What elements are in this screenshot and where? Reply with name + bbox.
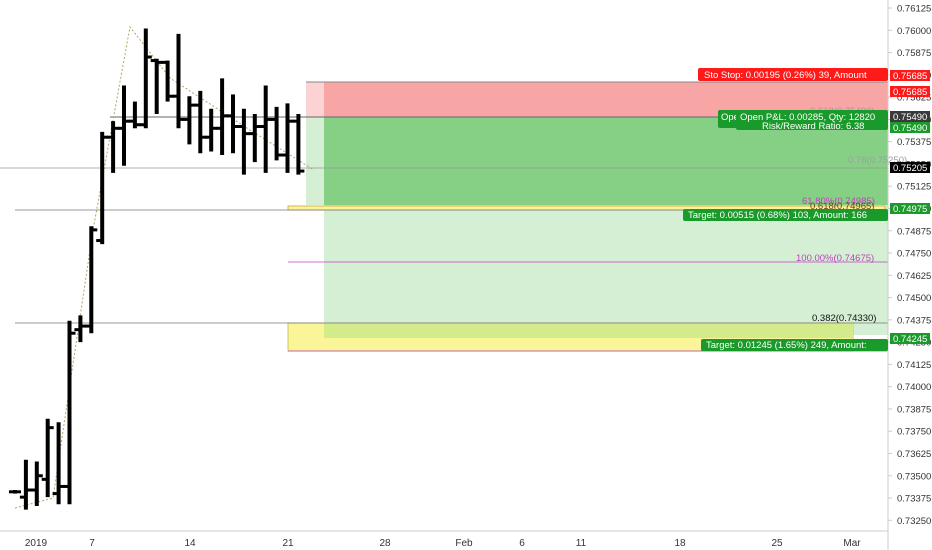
y-tick-label: 0.73750 xyxy=(897,427,931,438)
x-tick-6: 6 xyxy=(519,538,525,549)
x-tick-mar: Mar xyxy=(843,538,861,549)
y-tick-label: 0.74000 xyxy=(897,382,931,393)
y-tick-label: 0.76125 xyxy=(897,4,931,15)
open-pnl-label[interactable]: Ope Open P&L: 0.00285, Qty: 12820 Risk/R… xyxy=(718,110,888,132)
profit-zone-target xyxy=(324,205,888,335)
stop-price-tag-2: 0.75685 xyxy=(890,86,930,98)
y-tick-label: 0.75625 xyxy=(897,93,931,104)
target2-price-tag: 0.74245 xyxy=(890,333,930,345)
y-tick-label: 0.74875 xyxy=(897,226,931,237)
stop-zone-pale xyxy=(306,82,324,117)
y-tick-label: 0.75375 xyxy=(897,137,931,148)
y-tick-label: 0.74625 xyxy=(897,271,931,282)
stop-label-text: Sto Stop: 0.00195 (0.26%) 39, Amount xyxy=(704,70,867,81)
x-tick-14: 14 xyxy=(184,538,196,549)
ohlc-bar xyxy=(85,226,98,334)
svg-text:0.74245: 0.74245 xyxy=(893,334,927,345)
fib-618-label: 61.80%(0.74985) xyxy=(802,196,875,207)
open-pnl-line1: Open P&L: 0.00285, Qty: 12820 xyxy=(740,112,875,123)
x-tick-2019: 2019 xyxy=(25,538,48,549)
ohlc-bar xyxy=(292,114,305,175)
y-tick-label: 0.74500 xyxy=(897,293,931,304)
target1-label[interactable]: Target: 0.00515 (0.68%) 103, Amount: 166 xyxy=(683,209,888,221)
svg-text:0.75685: 0.75685 xyxy=(893,87,927,98)
profit-zone-pale xyxy=(306,117,324,205)
y-tick-label: 0.73875 xyxy=(897,404,931,415)
y-tick-label: 0.73250 xyxy=(897,516,931,527)
y-tick-label: 0.75875 xyxy=(897,48,931,59)
y-tick-label: 0.73375 xyxy=(897,494,931,505)
stop-price-tag: 0.75685 xyxy=(890,70,930,82)
ohlc-bar xyxy=(41,418,54,498)
ohlc-bars xyxy=(9,28,305,510)
ohlc-bar xyxy=(9,490,21,494)
entry-price-tag: 0.75490 xyxy=(890,111,930,123)
target2-label-text: Target: 0.01245 (1.65%) 249, Amount: xyxy=(706,340,867,351)
x-tick-25: 25 xyxy=(771,538,783,549)
x-axis[interactable]: 2019 7 14 21 28 Feb 6 11 18 25 Mar xyxy=(25,538,861,549)
zigzag-line[interactable] xyxy=(14,25,315,509)
x-tick-28: 28 xyxy=(379,538,391,549)
x-tick-7: 7 xyxy=(89,538,95,549)
target1-label-text: Target: 0.00515 (0.68%) 103, Amount: 166 xyxy=(688,210,867,221)
y-tick-label: 0.73500 xyxy=(897,471,931,482)
target1-price-tag: 0.74975 xyxy=(890,203,930,215)
svg-text:0.74975: 0.74975 xyxy=(893,204,927,215)
ohlc-bar xyxy=(139,28,152,129)
y-tick-label: 0.74375 xyxy=(897,315,931,326)
svg-text:0.75205: 0.75205 xyxy=(893,163,927,174)
target2-label[interactable]: Target: 0.01245 (1.65%) 249, Amount: xyxy=(701,339,888,351)
y-tick-label: 0.76000 xyxy=(897,26,931,37)
faint-label-mid: 0.76(0.75250) xyxy=(848,155,907,166)
x-tick-21: 21 xyxy=(282,538,294,549)
ohlc-bar xyxy=(30,461,43,507)
x-tick-feb: Feb xyxy=(455,538,473,549)
y-tick-label: 0.73625 xyxy=(897,449,931,460)
y-tick-label: 0.74125 xyxy=(897,360,931,371)
open-pnl-line2: Risk/Reward Ratio: 6.38 xyxy=(762,121,864,132)
last-price-tag: 0.75205 xyxy=(890,162,930,174)
entry-price-tag-2: 0.75490 xyxy=(890,122,930,134)
profit-zone-open xyxy=(324,117,888,205)
fib-zone-overlap xyxy=(324,323,853,338)
x-tick-18: 18 xyxy=(674,538,686,549)
open-pnl-prefix: Ope xyxy=(721,112,739,123)
fib-618b-label: 0.618(0.74965) xyxy=(810,201,874,212)
x-tick-11: 11 xyxy=(576,538,587,549)
y-tick-label: 0.74750 xyxy=(897,249,931,260)
svg-text:0.75490: 0.75490 xyxy=(893,112,927,123)
svg-text:0.75685: 0.75685 xyxy=(893,71,927,82)
svg-text:0.75490: 0.75490 xyxy=(893,123,927,134)
price-tags[interactable]: 0.75685 0.75685 0.75490 0.75490 0.75205 … xyxy=(890,70,930,345)
y-tick-label: 0.75125 xyxy=(897,182,931,193)
ohlc-bar xyxy=(63,320,76,505)
fib-382-label: 0.382(0.74330) xyxy=(812,313,876,324)
fib-100-label: 100.00%(0.74675) xyxy=(796,253,874,264)
stop-label[interactable]: Sto Stop: 0.00195 (0.26%) 39, Amount xyxy=(698,68,888,81)
